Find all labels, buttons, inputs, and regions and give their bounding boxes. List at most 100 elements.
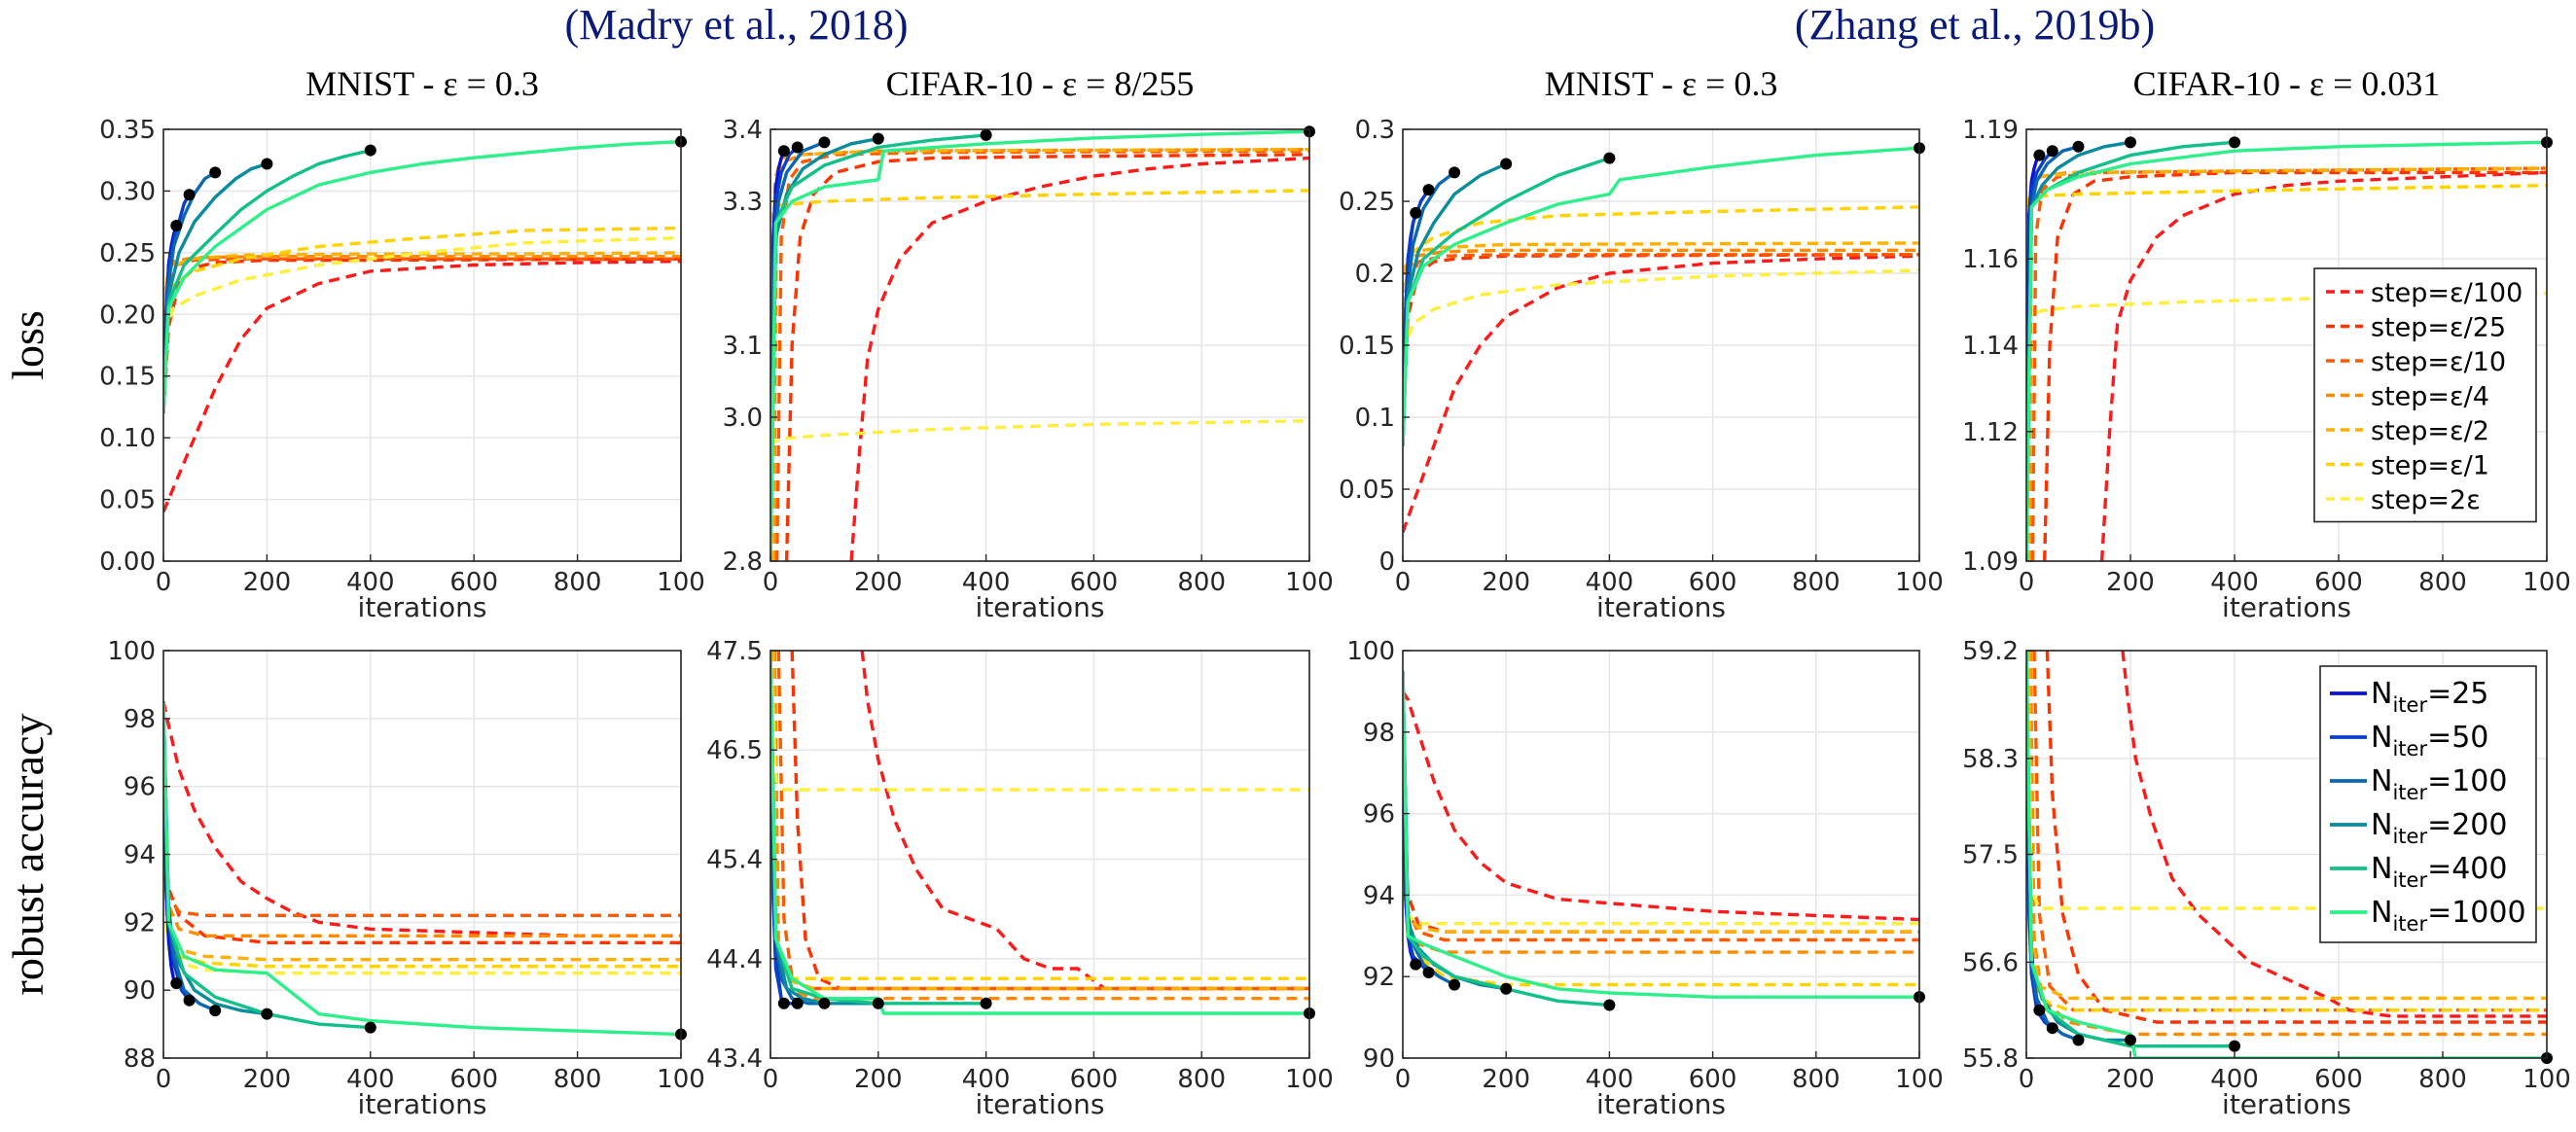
- series-line-niter-5: [163, 140, 681, 413]
- series-line-niter-5: [2026, 651, 2547, 1058]
- x-axis-label: iterations: [358, 591, 487, 623]
- series-line-step-2: [1403, 833, 1919, 942]
- y-tick-label: 0.15: [1339, 332, 1395, 361]
- series-line-step-1: [2043, 170, 2547, 561]
- endpoint-marker-4: [1603, 152, 1616, 164]
- endpoint-marker-3: [872, 997, 884, 1009]
- series-line-step-0: [849, 156, 1309, 561]
- series-line-niter-2: [163, 170, 217, 413]
- group-titles: (Madry et al., 2018) (Zhang et al., 2019b…: [564, 1, 2155, 49]
- x-tick-label: 600: [1689, 568, 1737, 597]
- x-tick-label: 100: [1285, 1065, 1334, 1094]
- series-line-step-3: [771, 148, 1309, 561]
- x-tick-label: 800: [2418, 568, 2467, 597]
- y-tick-label: 44.4: [706, 945, 763, 974]
- endpoint-marker-1: [1422, 184, 1435, 196]
- x-tick-label: 100: [1895, 568, 1944, 597]
- y-tick-label: 58.3: [1962, 745, 2019, 774]
- legend-entry-niter-1: Niter=50: [2371, 721, 2488, 761]
- legend-entry-niter-4: Niter=400: [2371, 852, 2507, 892]
- x-tick-label: 800: [1177, 568, 1226, 597]
- endpoint-marker-2: [1449, 166, 1461, 179]
- endpoint-marker-3: [261, 158, 273, 170]
- chart-panel-4: 0 200 400 600 800 100 88 90 92 94 96 98 100 iteration…: [107, 637, 704, 1120]
- endpoint-marker-0: [1410, 206, 1422, 219]
- legend-entry-step-6: step=2ε: [2371, 485, 2481, 515]
- endpoint-marker-1: [2046, 1022, 2058, 1035]
- x-tick-label: 200: [243, 568, 292, 597]
- row-label-0: loss: [3, 310, 53, 380]
- x-tick-label: 600: [1070, 568, 1119, 597]
- x-tick-label: 0: [2019, 1065, 2035, 1094]
- y-tick-label: 0.05: [1339, 476, 1395, 505]
- series-line-step-6: [770, 651, 1309, 792]
- endpoint-marker-3: [261, 1008, 273, 1020]
- chart-panel-6: 0 200 400 600 800 100 90 92 94 96 98 100 iterations: [1346, 637, 1943, 1120]
- series-line-step-5: [770, 651, 1309, 980]
- y-tick-label: 45.4: [706, 846, 763, 875]
- x-tick-label: 400: [1586, 1065, 1634, 1094]
- x-tick-label: 100: [1895, 1065, 1944, 1094]
- legend-entry-step-0: step=ε/100: [2371, 278, 2522, 308]
- x-tick-label: 400: [962, 1065, 1011, 1094]
- x-tick-label: 800: [554, 1065, 602, 1094]
- y-tick-label: 98: [124, 705, 156, 734]
- y-tick-label: 94: [1363, 881, 1395, 910]
- legend-step: step=ε/100 step=ε/25 step=ε/10 step=ε/4 step…: [2313, 267, 2537, 523]
- x-tick-label: 800: [1177, 1065, 1226, 1094]
- y-tick-label: 56.6: [1962, 948, 2019, 977]
- x-tick-label: 0: [763, 568, 779, 597]
- x-tick-label: 200: [2106, 1065, 2155, 1094]
- x-tick-label: 200: [243, 1065, 292, 1094]
- series-line-step-1: [784, 153, 1309, 561]
- x-tick-label: 400: [346, 1065, 395, 1094]
- panel-title: MNIST - ε = 0.3: [305, 64, 539, 103]
- x-tick-label: 0: [1395, 568, 1412, 597]
- y-tick-label: 100: [1346, 637, 1395, 666]
- y-tick-label: 96: [124, 773, 156, 802]
- endpoint-marker-1: [1422, 967, 1435, 979]
- endpoint-marker-0: [1410, 958, 1422, 971]
- series-line-step-5: [2026, 651, 2547, 1012]
- x-tick-label: 0: [156, 568, 172, 597]
- legend-entry-niter-3: Niter=200: [2371, 808, 2507, 848]
- legend-entry-niter-2: Niter=100: [2371, 764, 2507, 804]
- chart-panel-1: 0 200 400 600 800 100 2.8 3.0 3.1 3.3 3.4 iteration…: [723, 64, 1334, 623]
- series-line-niter-5: [2026, 140, 2547, 561]
- x-tick-label: 200: [854, 568, 903, 597]
- endpoint-marker-4: [980, 997, 992, 1009]
- y-tick-label: 57.5: [1962, 841, 2019, 870]
- y-tick-label: 46.5: [706, 736, 763, 765]
- y-tick-label: 90: [1363, 1044, 1395, 1074]
- endpoint-marker-2: [1449, 978, 1461, 991]
- x-tick-label: 800: [1792, 1065, 1841, 1094]
- endpoint-marker-3: [2125, 1034, 2136, 1046]
- y-tick-label: 55.8: [1962, 1044, 2019, 1074]
- x-tick-label: 800: [1792, 568, 1841, 597]
- x-tick-label: 100: [1285, 568, 1334, 597]
- x-tick-label: 0: [156, 1065, 172, 1094]
- x-axis-label: iterations: [976, 591, 1105, 623]
- chart-panel-2: 0 200 400 600 800 10000.050.10.150.20.250.3it…: [1339, 64, 1944, 623]
- legend-entry-step-5: step=ε/1: [2371, 451, 2489, 481]
- y-tick-label: 0.10: [99, 424, 156, 453]
- y-tick-label: 0.20: [99, 301, 156, 330]
- endpoint-marker-4: [2229, 136, 2240, 149]
- legend-entry-step-1: step=ε/25: [2371, 313, 2506, 343]
- x-axis-label: iterations: [1596, 591, 1726, 623]
- x-tick-label: 400: [2210, 1065, 2259, 1094]
- y-tick-label: 2.8: [723, 548, 763, 577]
- y-tick-label: 88: [124, 1044, 156, 1074]
- y-tick-label: 98: [1363, 719, 1395, 748]
- y-tick-label: 0.15: [99, 363, 156, 392]
- y-tick-label: 0.1: [1355, 404, 1395, 433]
- series-line-step-0: [163, 701, 681, 937]
- series-line-step-4: [1403, 241, 1919, 346]
- row-labels: loss robust accuracy: [3, 310, 53, 995]
- series-line-step-4: [163, 251, 681, 315]
- endpoint-marker-0: [777, 145, 790, 158]
- endpoint-marker-2: [2072, 1034, 2085, 1046]
- x-tick-label: 600: [2314, 1065, 2363, 1094]
- y-tick-label: 1.14: [1962, 332, 2019, 361]
- endpoint-marker-4: [2229, 1040, 2240, 1052]
